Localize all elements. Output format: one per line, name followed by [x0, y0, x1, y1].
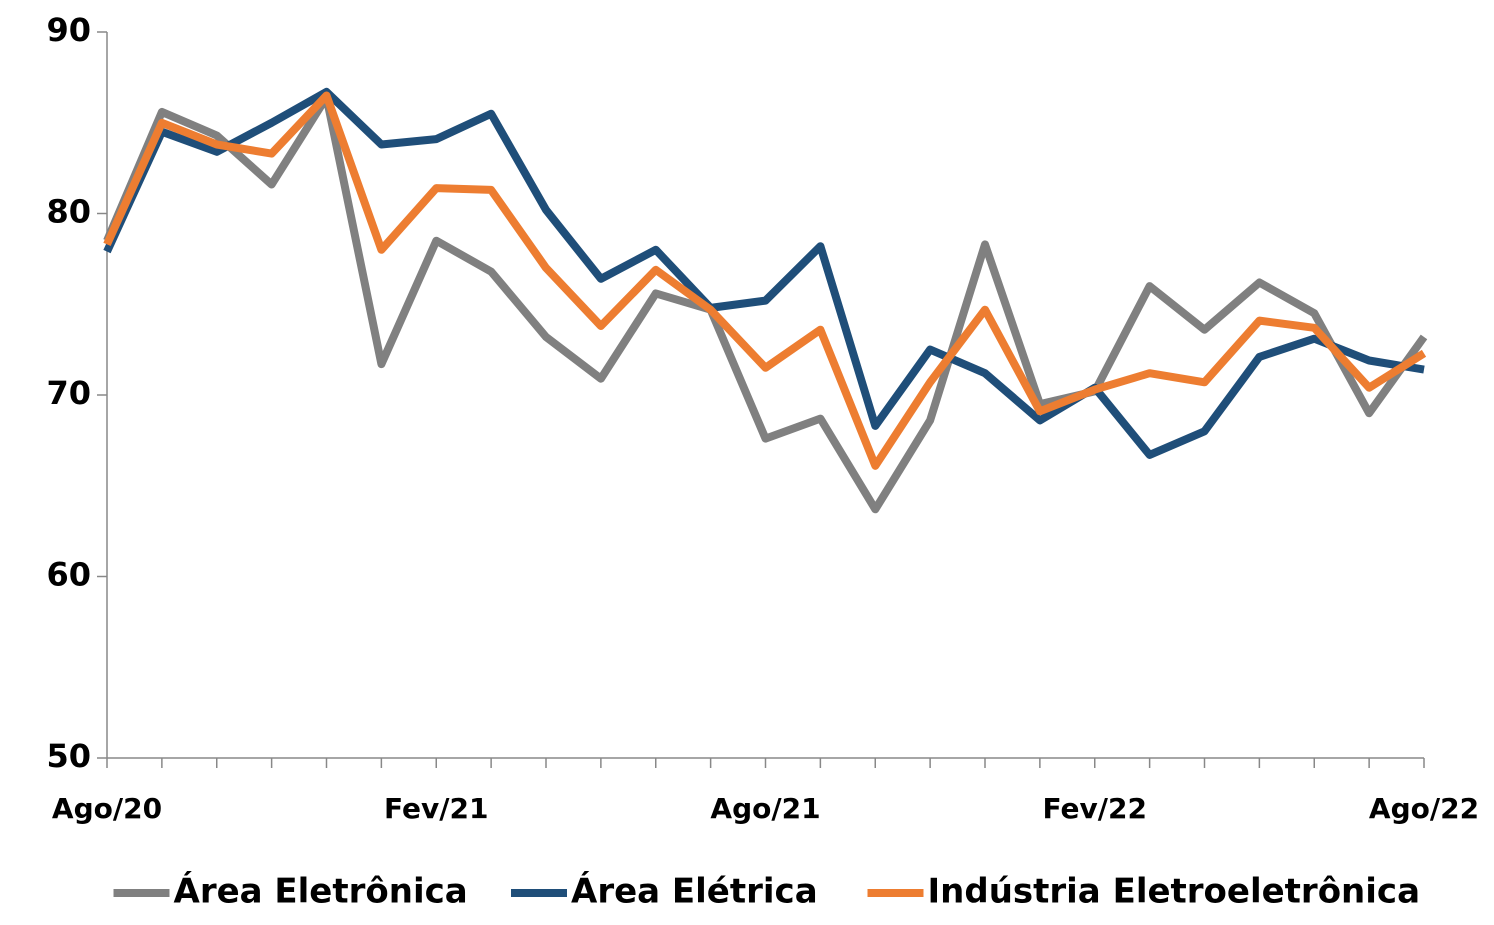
legend-label: Área Elétrica [571, 871, 818, 912]
series-line [103, 87, 1425, 459]
series-line [103, 91, 1427, 470]
x-tick-label: Ago/22 [1369, 792, 1479, 825]
x-tick-label: Fev/21 [384, 792, 488, 825]
x-tick-label: Ago/20 [52, 792, 162, 825]
x-tick-label: Ago/21 [710, 792, 820, 825]
y-tick-label: 60 [46, 556, 91, 594]
x-tick-label: Fev/22 [1043, 792, 1147, 825]
y-tick-label: 90 [46, 11, 91, 49]
y-tick-label: 70 [46, 374, 91, 412]
legend-label: Área Eletrônica [174, 871, 468, 912]
y-tick-label: 50 [46, 737, 91, 775]
legend-label: Indústria Eletroeletrônica [928, 872, 1421, 912]
y-tick-label: 80 [46, 193, 91, 231]
